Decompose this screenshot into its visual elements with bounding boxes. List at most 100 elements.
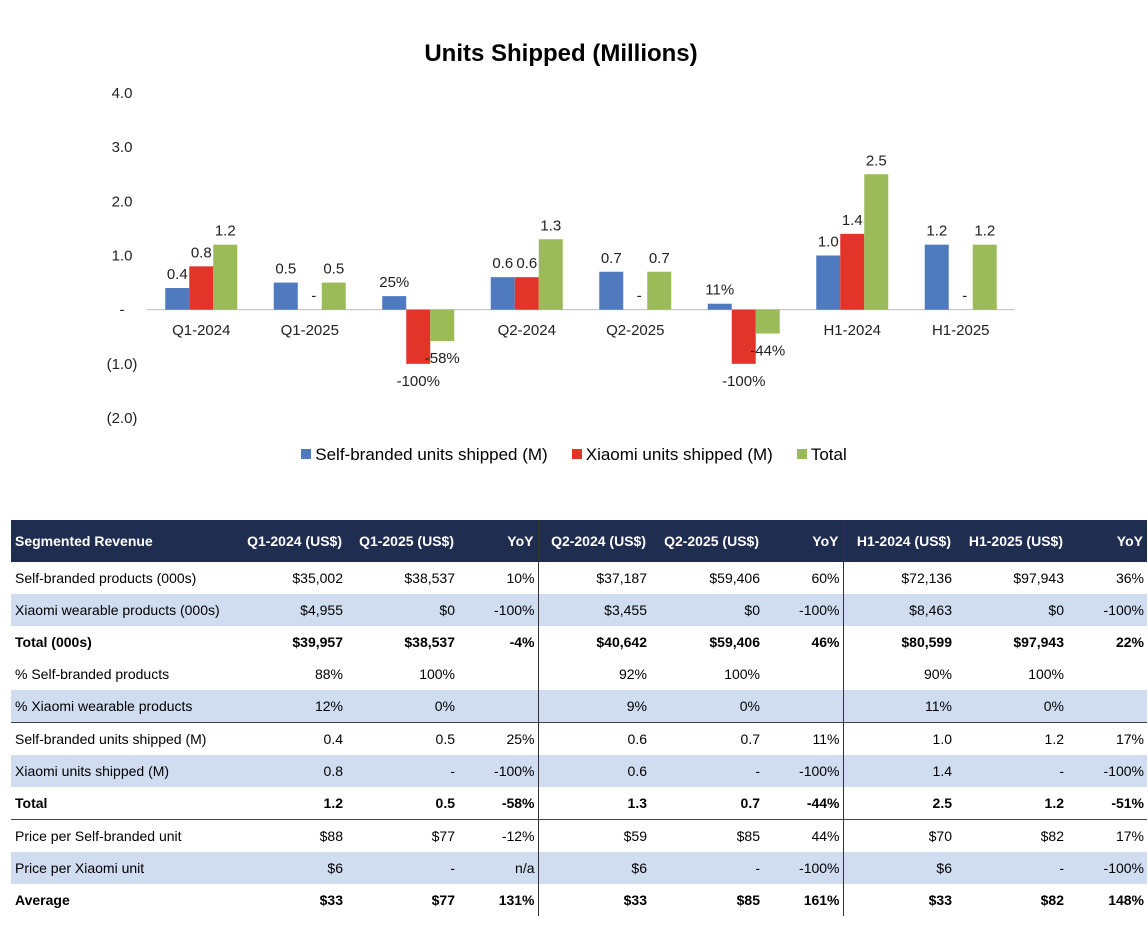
- table-cell: -100%: [1067, 594, 1147, 626]
- table-cell: 88%: [314, 666, 343, 682]
- table-cell: 0.4: [233, 722, 346, 755]
- table-cell: 0%: [346, 690, 458, 723]
- table-cell: [1067, 658, 1147, 690]
- bar: [924, 244, 949, 310]
- data-label: 1.4: [842, 212, 863, 229]
- table-row: % Self-branded products 88% 100% 92% 100% 90%…: [11, 658, 1147, 690]
- table-cell: $85: [650, 819, 763, 852]
- bar: [213, 244, 238, 310]
- y-tick-label: 3.0: [112, 139, 133, 156]
- table-cell: 1.0: [843, 722, 955, 755]
- table-cell: -100%: [458, 594, 539, 626]
- y-tick-label: (1.0): [107, 356, 138, 373]
- table-cell: $4,955: [233, 594, 346, 626]
- table-cell: -100%: [1067, 755, 1147, 787]
- table-row: Self-branded units shipped (M) 0.4 0.5 25% 0…: [11, 722, 1147, 755]
- table-row: Total 1.2 0.5 -58% 1.3 0.7 -44% 2.5 1.2 -51%: [11, 787, 1147, 820]
- bar: [165, 288, 190, 310]
- bar: [514, 277, 539, 310]
- bar: [538, 239, 563, 310]
- table-cell: $59,406: [709, 634, 760, 650]
- bar: [321, 282, 346, 310]
- table-cell: 0.7: [740, 795, 760, 811]
- table-cell: $82: [955, 819, 1067, 852]
- row-label-cell: Self-branded units shipped (M): [11, 722, 233, 755]
- table-cell: [1067, 690, 1147, 723]
- table-cell: [458, 658, 539, 690]
- table-row: Total (000s) $39,957 $38,537 -4% $40,642 $59,…: [11, 626, 1147, 658]
- data-label: 0.4: [167, 266, 188, 283]
- table-cell: 44%: [763, 819, 844, 852]
- table-cell: $35,002: [292, 570, 343, 586]
- bar: [382, 296, 407, 310]
- data-label: 2.5: [866, 152, 887, 169]
- bar: [273, 282, 298, 310]
- data-label: 0.7: [649, 250, 670, 267]
- table-cell: $77: [431, 892, 455, 908]
- data-label: 11%: [705, 282, 734, 299]
- chart-legend: Self-branded units shipped (M) Xiaomi uni…: [0, 445, 1148, 465]
- table-cell: $6: [233, 852, 346, 884]
- data-label: -: [962, 288, 967, 305]
- table-cell: 17%: [1067, 819, 1147, 852]
- bar-chart: 4.03.02.01.0-(1.0)(2.0)0.40.81.2Q1-20240…: [107, 85, 1015, 427]
- row-label-cell: Xiaomi wearable products (000s): [11, 594, 233, 626]
- bar: [189, 266, 214, 310]
- data-label: 0.7: [601, 250, 622, 267]
- table-cell: -100%: [763, 852, 844, 884]
- table-cell: 46%: [763, 626, 844, 658]
- x-tick-label: H1-2024: [823, 322, 881, 339]
- data-label: 0.5: [323, 261, 344, 278]
- bar: [430, 309, 455, 342]
- row-label-cell: Total (000s): [15, 634, 92, 650]
- table-cell: $72,136: [901, 570, 952, 586]
- data-label: -100%: [397, 373, 440, 390]
- y-tick-label: (2.0): [107, 410, 138, 427]
- table-cell: -58%: [458, 787, 539, 820]
- table-cell: 148%: [1108, 892, 1144, 908]
- table-body: Self-branded products (000s) $35,002 $38,5…: [11, 562, 1147, 916]
- table-cell: 17%: [1067, 722, 1147, 755]
- table-header-cell: YoY: [763, 520, 844, 562]
- table-cell: [763, 690, 844, 723]
- table-cell: -: [955, 852, 1067, 884]
- bar: [864, 174, 889, 310]
- data-label: 0.6: [492, 255, 513, 272]
- legend-label: Self-branded units shipped (M): [315, 445, 548, 464]
- x-tick-label: Q2-2024: [498, 322, 556, 339]
- data-label: 1.3: [540, 217, 561, 234]
- bar: [707, 303, 732, 310]
- table-cell: 1.3: [627, 795, 647, 811]
- data-label: -58%: [425, 350, 460, 367]
- y-tick-label: 2.0: [112, 193, 133, 210]
- legend-swatch: [301, 449, 312, 459]
- table-cell: 0.8: [233, 755, 346, 787]
- table-cell: -: [650, 852, 763, 884]
- table-cell: 10%: [458, 562, 539, 594]
- row-label-cell: % Self-branded products: [15, 666, 170, 682]
- data-label: 1.0: [818, 234, 839, 251]
- data-label: 25%: [379, 274, 409, 291]
- bar: [840, 233, 865, 310]
- table-cell: -44%: [763, 787, 844, 820]
- table-cell: $37,187: [596, 570, 647, 586]
- table-header-cell: Q1-2025 (US$): [346, 520, 458, 562]
- table-cell: 22%: [1115, 634, 1144, 650]
- table-cell: $59,406: [709, 570, 760, 586]
- table-cell: [458, 690, 539, 723]
- data-label: 1.2: [215, 223, 236, 240]
- table-cell: 11%: [843, 690, 955, 723]
- table-cell: $0: [955, 594, 1067, 626]
- segmented-revenue-table: Segmented Revenue Q1-2024 (US$) Q1-2025 (U…: [11, 520, 1147, 916]
- table-cell: $70: [843, 819, 955, 852]
- table-header-row: Segmented Revenue Q1-2024 (US$) Q1-2025 (U…: [11, 520, 1147, 562]
- table-cell: -100%: [458, 755, 539, 787]
- data-label: -: [311, 288, 316, 305]
- legend-item: Self-branded units shipped (M): [301, 445, 548, 465]
- table-cell: $80,599: [901, 634, 952, 650]
- table-cell: 131%: [458, 884, 539, 916]
- data-label: -: [637, 288, 642, 305]
- legend-swatch: [796, 449, 807, 459]
- table-cell: -100%: [763, 755, 844, 787]
- bar: [599, 271, 624, 310]
